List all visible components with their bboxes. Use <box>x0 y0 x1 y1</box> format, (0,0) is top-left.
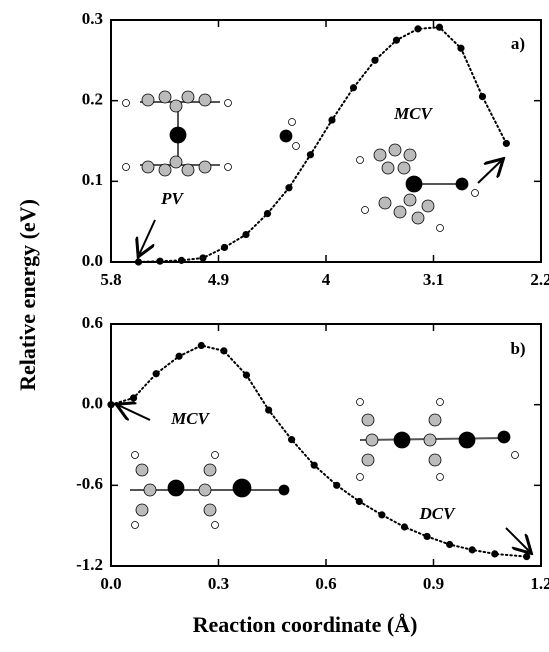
arrows <box>118 160 530 552</box>
annotation: MCV <box>170 409 210 428</box>
annotation: a) <box>511 34 525 53</box>
data-point <box>457 44 465 52</box>
data-point <box>134 258 143 266</box>
molecule-dcv <box>356 398 519 481</box>
data-point <box>220 243 229 252</box>
energy-curve <box>137 26 508 263</box>
annotation: DCV <box>419 504 457 523</box>
data-point <box>156 257 164 265</box>
data-point <box>349 84 358 92</box>
data-point <box>265 406 273 414</box>
data-point <box>478 93 487 101</box>
x-tick-label: 4.9 <box>208 270 229 289</box>
x-tick-label: 0.0 <box>100 574 121 593</box>
data-point <box>333 481 341 489</box>
data-point <box>310 461 318 469</box>
annotation: b) <box>510 339 525 358</box>
x-axis-label: Reaction coordinate (Å) <box>193 612 418 637</box>
data-point <box>355 497 363 506</box>
data-point <box>263 210 272 218</box>
y-tick-label: 0.3 <box>82 9 103 28</box>
data-point <box>502 139 510 148</box>
x-tick-label: 5.8 <box>100 270 121 289</box>
y-tick-label: -1.2 <box>76 555 103 574</box>
y-tick-label: 0.6 <box>82 313 103 332</box>
data-point <box>152 370 160 378</box>
data-point <box>288 436 296 444</box>
data-point <box>371 56 379 64</box>
plot-frame <box>110 323 542 567</box>
data-point <box>491 550 499 558</box>
x-tick-label: 0.6 <box>315 574 336 593</box>
x-tick-label: 0.3 <box>208 574 229 593</box>
data-point <box>400 523 409 531</box>
data-point <box>414 25 422 33</box>
molecule-mcv-a <box>356 143 479 232</box>
data-point <box>446 540 454 549</box>
data-point <box>435 23 444 31</box>
molecule-pv <box>122 90 300 177</box>
data-point <box>285 184 293 192</box>
y-tick-label: 0.1 <box>82 170 103 189</box>
y-tick-label: 0.0 <box>82 394 103 413</box>
y-tick-label: 0.0 <box>82 251 103 270</box>
data-point <box>328 116 336 124</box>
molecule-mcv-b <box>130 451 290 529</box>
x-tick-label: 2.2 <box>530 270 549 289</box>
x-tick-label: 4 <box>322 270 331 289</box>
data-point <box>392 36 401 44</box>
y-axis-label: Relative energy (eV) <box>15 199 40 391</box>
data-point <box>242 230 250 239</box>
data-point <box>197 341 205 350</box>
data-point <box>199 254 207 262</box>
x-tick-label: 1.2 <box>530 574 549 593</box>
data-point <box>175 352 183 360</box>
x-tick-label: 3.1 <box>423 270 444 289</box>
annotation: MCV <box>393 104 433 123</box>
data-point <box>177 256 186 264</box>
data-point <box>242 371 251 379</box>
y-tick-label: -0.6 <box>76 474 103 493</box>
data-point <box>523 552 531 561</box>
x-tick-label: 0.9 <box>423 574 444 593</box>
annotation: PV <box>160 189 184 208</box>
data-point <box>220 347 228 355</box>
data-point <box>129 394 138 402</box>
energy-curve <box>110 344 528 558</box>
data-point <box>107 401 115 409</box>
data-point <box>306 151 315 159</box>
data-point <box>423 532 431 541</box>
data-point <box>378 511 386 519</box>
data-point <box>468 546 476 554</box>
y-tick-label: 0.2 <box>82 90 103 109</box>
